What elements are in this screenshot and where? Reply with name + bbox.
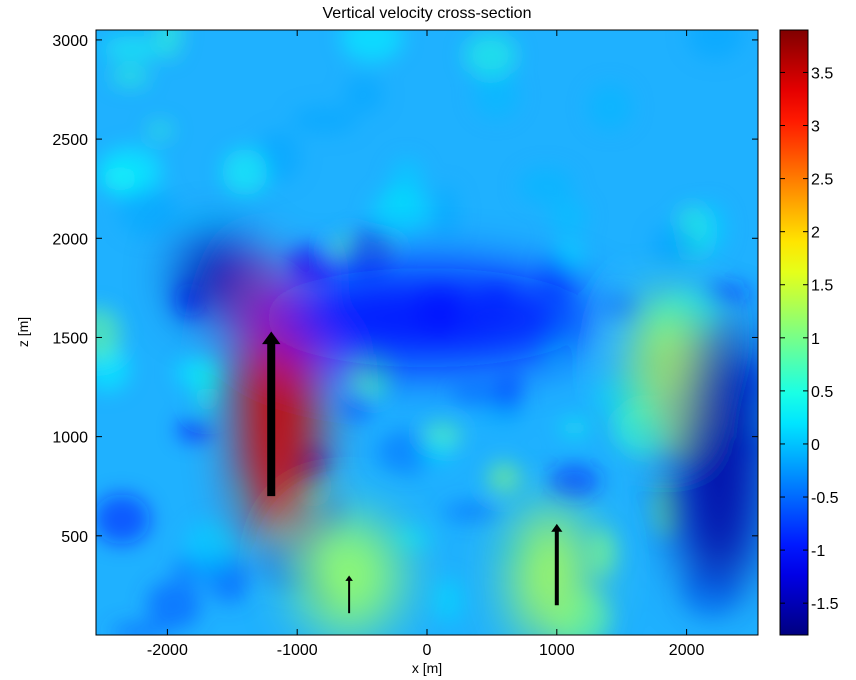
arrow-layer <box>262 331 563 614</box>
y-tick-label: 3000 <box>52 33 88 50</box>
heatmap-cell <box>101 166 139 192</box>
heatmap-cell <box>559 419 591 437</box>
heatmap-cell <box>473 71 519 119</box>
x-axis-label: x [m] <box>412 660 442 676</box>
heatmap-cell <box>96 493 151 545</box>
colorbar: -1.5 -1 -0.5 0 0.5 1 1.5 2 2.5 3 3.5 <box>779 29 839 636</box>
colorbar-tick-label: 1 <box>811 331 820 348</box>
heatmap-cell <box>419 436 454 464</box>
colorbar-tick-label: 2 <box>811 225 820 242</box>
heatmap-cell <box>175 356 227 389</box>
heatmap-cell <box>340 30 403 62</box>
heatmap-cell <box>548 463 600 500</box>
downdraft-region <box>673 317 758 596</box>
heatmap-cell <box>652 223 700 265</box>
colorbar-ticks: -1.5 -1 -0.5 0 0.5 1 1.5 2 2.5 3 3.5 <box>780 65 839 613</box>
y-axis-label: z [m] <box>15 317 31 347</box>
colorbar-tick-label: -0.5 <box>811 490 839 507</box>
y-tick-label: 1000 <box>52 430 88 447</box>
heatmap-cell <box>101 36 162 61</box>
heatmap-cell <box>599 291 640 322</box>
heatmap-cell <box>588 528 618 575</box>
x-tick-label: 1000 <box>539 642 575 659</box>
heatmap-cell <box>443 502 500 522</box>
heatmap-cell <box>549 199 588 234</box>
heatmap-cell <box>480 404 523 424</box>
heatmap-cell <box>496 371 523 416</box>
colorbar-tick-label: 3 <box>811 119 820 136</box>
y-axis: 500 1000 1500 2000 2500 3000 <box>52 33 758 546</box>
arrow-head <box>551 523 563 532</box>
heatmap-cell <box>110 66 150 87</box>
heatmap-cell <box>346 225 394 281</box>
colorbar-tick-label: 0.5 <box>811 384 833 401</box>
x-tick-label: -1000 <box>277 642 318 659</box>
colorbar-tick-label: -1 <box>811 543 825 560</box>
x-tick-label: 2000 <box>669 642 705 659</box>
heatmap-cell <box>292 106 358 134</box>
downdraft-region <box>180 238 259 318</box>
colorbar-tick-label: 0 <box>811 437 820 454</box>
heatmap-cell <box>156 30 182 60</box>
y-tick-label: 500 <box>61 529 88 546</box>
heatmap-features <box>180 238 758 635</box>
x-tick-label: 0 <box>423 642 432 659</box>
heatmap-cell <box>518 167 574 205</box>
heatmap-cell <box>111 623 166 635</box>
updraft-core <box>252 302 304 512</box>
heatmap-cell <box>389 526 433 552</box>
heatmap-cell <box>431 577 464 624</box>
y-tick-label: 2000 <box>52 231 88 248</box>
heatmap-cell <box>587 84 633 130</box>
colorbar-tick-label: 1.5 <box>811 278 833 295</box>
x-axis: -2000 -1000 0 1000 2000 <box>147 30 705 659</box>
heatmap-cell <box>174 213 239 231</box>
heatmap-cell <box>146 580 202 630</box>
heatmap-cell <box>432 185 459 239</box>
updraft-arrow <box>345 575 353 614</box>
heatmap-cell <box>340 390 375 423</box>
downdraft-region <box>258 268 596 368</box>
heatmap-cell <box>687 30 744 60</box>
colorbar-tick-label: 3.5 <box>811 65 833 82</box>
x-tick-label: -2000 <box>147 642 188 659</box>
heatmap-cell <box>344 75 384 113</box>
heatmap-cell <box>464 32 517 78</box>
y-tick-label: 1500 <box>52 330 88 347</box>
colorbar-bar <box>779 29 809 636</box>
heatmap-cell <box>551 239 585 275</box>
heatmap-cell <box>118 188 178 237</box>
heatmap-cell <box>147 122 173 139</box>
arrow-head <box>345 575 353 581</box>
updraft-arrow <box>551 523 563 606</box>
heatmap-cell <box>701 284 751 303</box>
heatmap-cell <box>370 188 432 238</box>
heatmap-field <box>96 30 758 635</box>
heatmap-cell <box>221 148 268 196</box>
heatmap-cell <box>96 307 122 361</box>
updraft-region <box>511 506 590 635</box>
heatmap-cell <box>176 418 213 442</box>
heatmap-cell <box>486 461 522 494</box>
heatmap-field-layers <box>96 30 758 635</box>
y-tick-label: 2500 <box>52 132 88 149</box>
chart-title: Vertical velocity cross-section <box>323 5 532 22</box>
arrow-head <box>262 331 281 345</box>
colorbar-tick-label: -1.5 <box>811 596 839 613</box>
heatmap-cell <box>185 520 239 575</box>
heatmap-cell <box>376 429 437 474</box>
colorbar-tick-label: 2.5 <box>811 172 833 189</box>
updraft-arrow <box>262 331 281 497</box>
